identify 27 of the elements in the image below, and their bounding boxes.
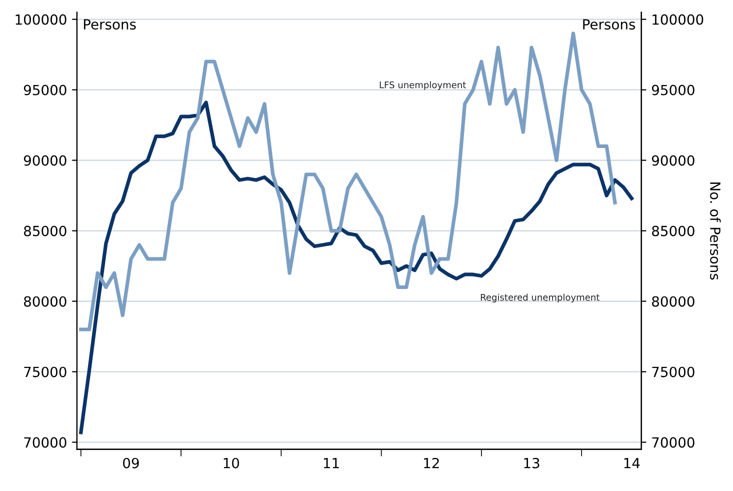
x-tick-label: 13 bbox=[524, 458, 540, 468]
y-tick-label: 100000 bbox=[16, 14, 66, 25]
x-tick-label: 12 bbox=[424, 458, 439, 468]
x-tick-label: 09 bbox=[123, 458, 139, 468]
y2-tick-label: 80000 bbox=[652, 296, 694, 307]
y2-tick-label: 75000 bbox=[652, 366, 694, 378]
series-label: LFS unemployment bbox=[380, 81, 466, 90]
y-axis-title: Persons bbox=[84, 19, 136, 30]
y-tick-label: 90000 bbox=[24, 155, 66, 166]
y-tick-label: 85000 bbox=[24, 226, 66, 236]
x-tick-label: 11 bbox=[324, 458, 339, 468]
y2-axis-title: No. of Persons bbox=[710, 182, 721, 280]
series-label: Registered unemployment bbox=[480, 294, 600, 302]
y2-tick-label: 90000 bbox=[652, 155, 694, 166]
y2-tick-label: 85000 bbox=[652, 226, 694, 236]
y-tick-label: 80000 bbox=[24, 296, 66, 307]
x-tick-label: 10 bbox=[224, 458, 240, 468]
y-tick-label: 75000 bbox=[24, 366, 66, 378]
y2-tick-label: 100000 bbox=[652, 14, 704, 25]
y-tick-label: 95000 bbox=[24, 84, 66, 96]
line-series bbox=[79, 100, 634, 434]
y-tick-label: 70000 bbox=[24, 437, 66, 448]
line-series bbox=[79, 32, 617, 332]
y2-tick-label: 70000 bbox=[652, 437, 694, 448]
x-tick-label: 14 bbox=[624, 458, 640, 468]
y2-tick-label: 95000 bbox=[652, 84, 694, 96]
text: Persons bbox=[583, 19, 636, 30]
